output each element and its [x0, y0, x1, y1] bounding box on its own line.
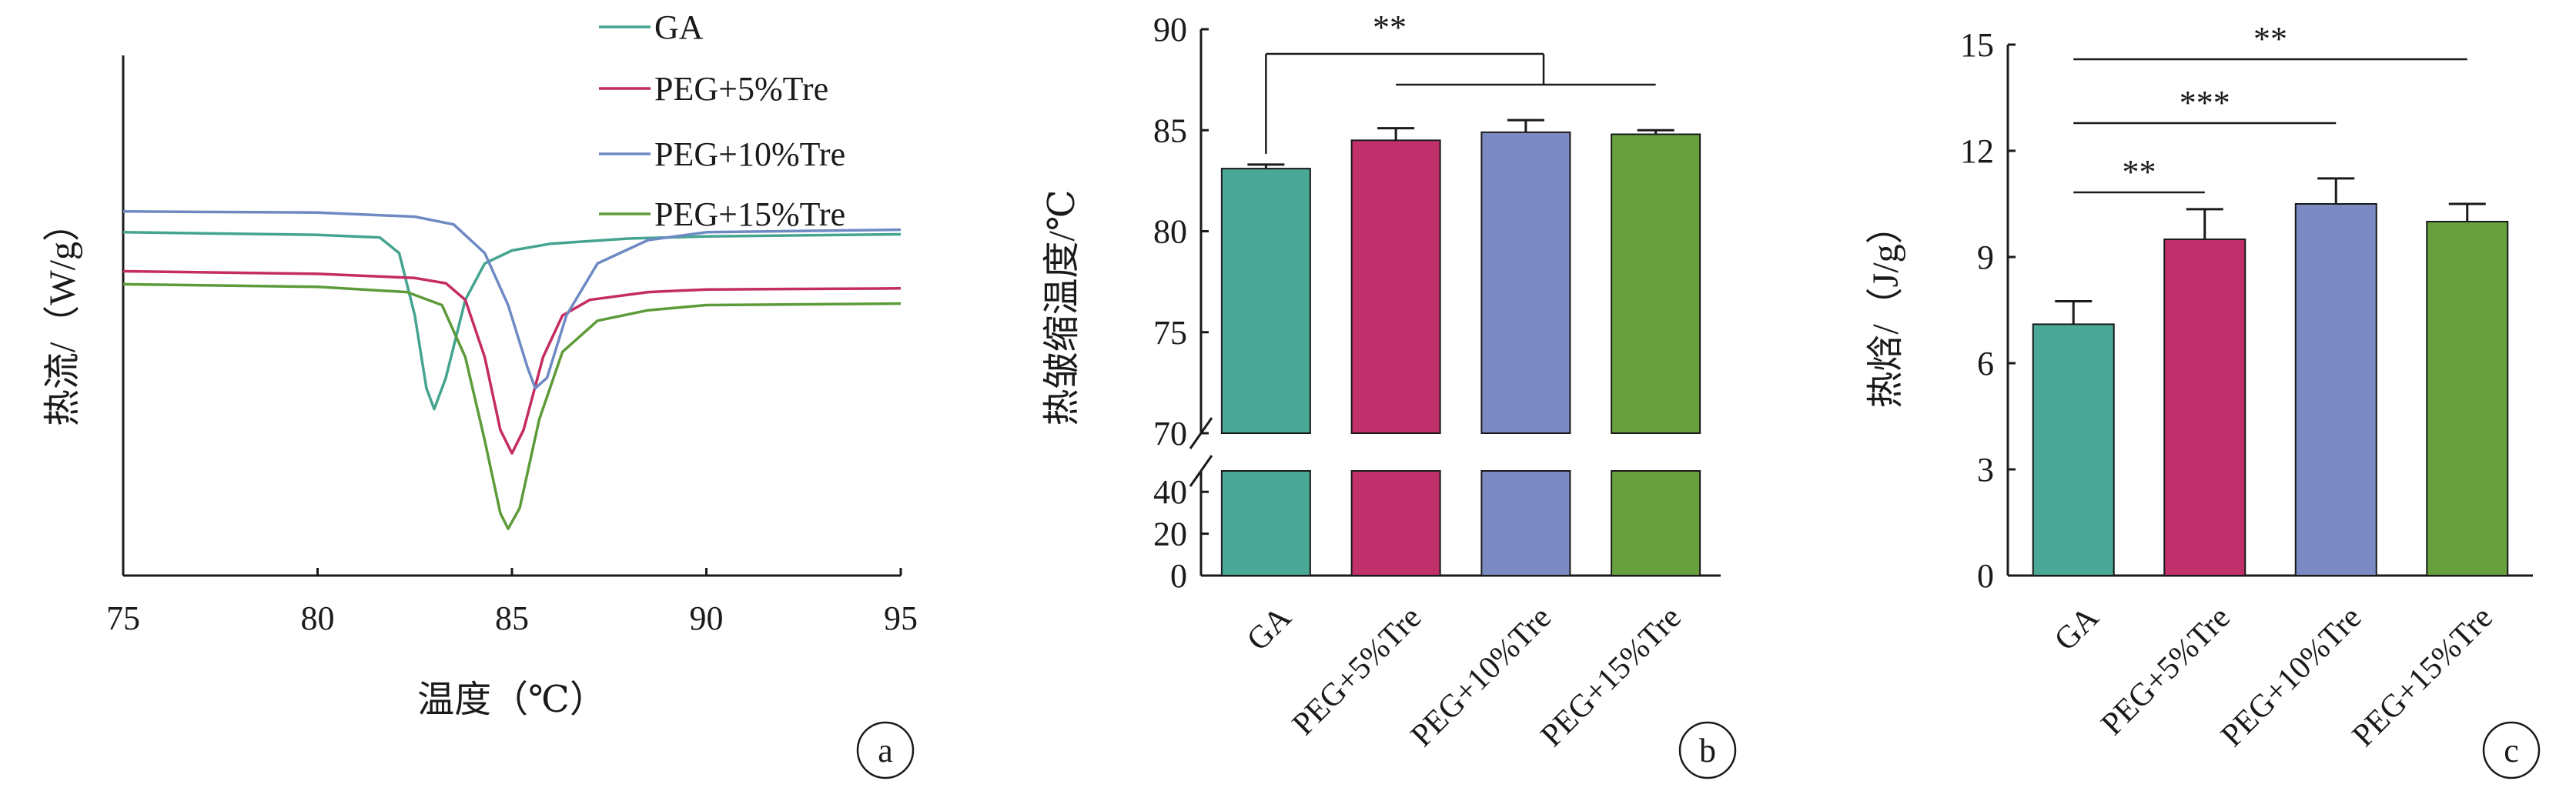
panel-label: b — [1699, 732, 1716, 769]
series-line-3 — [122, 282, 902, 530]
panel-label-circle — [856, 721, 915, 779]
y-tick-label: 75 — [1153, 314, 1187, 352]
y-tick-label: 80 — [1153, 213, 1187, 251]
x-tick-label: 85 — [495, 599, 529, 637]
x-tick-label: GA — [2048, 599, 2106, 658]
bar-0 — [2032, 323, 2115, 576]
y-tick-label: 3 — [1977, 451, 1994, 489]
significance-label: ** — [2123, 153, 2156, 191]
x-tick-label: 90 — [690, 599, 724, 637]
y-tick-label: 15 — [1960, 26, 1994, 64]
panel-a-dsc-curves: 75 80 85 90 95 温度（℃） 热流/（W/g） GA PEG+5%Tre PEG+10… — [42, 8, 918, 779]
significance-label: ** — [1373, 8, 1407, 46]
legend-label-2: PEG+10%Tre — [654, 135, 845, 173]
y-axis-label: 热焓/（J/g） — [1865, 207, 1906, 408]
legend-label-3: PEG+15%Tre — [654, 195, 845, 233]
legend-label-0: GA — [654, 8, 704, 46]
significance-label: *** — [2180, 84, 2230, 122]
x-axis-label: 温度（℃） — [417, 679, 607, 720]
x-tick-label: PEG+15%Tre — [1534, 600, 1688, 754]
y-tick-label: 20 — [1153, 516, 1187, 553]
y-tick-label: 90 — [1153, 11, 1187, 48]
bar-2-lower — [1480, 470, 1571, 576]
series-line-1 — [122, 269, 902, 455]
y-tick-label: 9 — [1977, 239, 1994, 276]
y-tick-label: 12 — [1960, 132, 1994, 170]
series-line-2 — [122, 210, 902, 390]
y-tick-label: 0 — [1170, 557, 1187, 595]
panel-label: a — [878, 732, 893, 769]
bar-3 — [2426, 221, 2509, 576]
panel-label: c — [2504, 732, 2519, 769]
axis-break-mark — [1189, 455, 1213, 487]
y-tick-label: 40 — [1153, 473, 1187, 511]
panel-label-circle — [1678, 721, 1737, 779]
series-line-0 — [122, 231, 902, 411]
x-tick-label: PEG+5%Tre — [1286, 600, 1428, 743]
y-tick-label: 6 — [1977, 345, 1994, 382]
y-axis-label: 热流/（W/g） — [42, 205, 83, 426]
y-tick-label: 70 — [1153, 415, 1187, 452]
bar-3 — [1611, 133, 1701, 434]
bar-2 — [1480, 131, 1571, 434]
y-axis-label: 热皱缩温度/℃ — [1042, 189, 1082, 426]
x-tick-label: PEG+15%Tre — [2346, 600, 2500, 754]
bar-1 — [1350, 139, 1441, 434]
significance-label: ** — [2253, 20, 2287, 58]
panel-b-shrinkage-temperature: 707580859002040GAPEG+5%TrePEG+10%TrePEG+… — [1042, 8, 1737, 779]
x-tick-label: PEG+5%Tre — [2095, 600, 2237, 743]
bar-0-lower — [1220, 470, 1311, 576]
bar-3-lower — [1611, 470, 1701, 576]
bar-1-lower — [1350, 470, 1441, 576]
panel-label-circle — [2482, 721, 2541, 779]
bar-2 — [2294, 203, 2377, 576]
bar-0 — [1220, 168, 1311, 434]
x-tick-label: PEG+10%Tre — [2214, 600, 2368, 754]
bar-1 — [2163, 239, 2246, 576]
x-tick-label: 80 — [301, 599, 335, 637]
x-tick-label: 75 — [106, 599, 140, 637]
y-tick-label: 0 — [1977, 557, 1994, 595]
legend-label-1: PEG+5%Tre — [654, 70, 828, 108]
x-tick-label: GA — [1240, 599, 1299, 658]
x-tick-label: 95 — [884, 599, 918, 637]
y-tick-label: 85 — [1153, 112, 1187, 149]
